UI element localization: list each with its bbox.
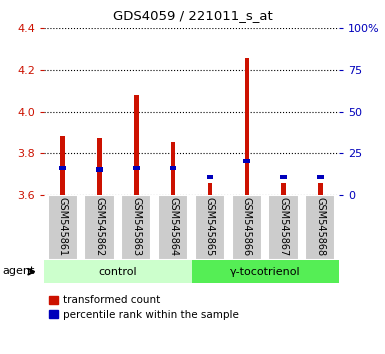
- Bar: [243, 159, 250, 163]
- Bar: [281, 183, 286, 195]
- Text: control: control: [99, 267, 137, 277]
- Text: GSM545864: GSM545864: [168, 197, 178, 256]
- Text: GSM545861: GSM545861: [58, 197, 68, 256]
- Bar: [60, 137, 65, 195]
- Bar: [244, 58, 249, 195]
- FancyBboxPatch shape: [121, 195, 151, 260]
- FancyBboxPatch shape: [268, 195, 299, 260]
- Bar: [97, 137, 102, 195]
- Text: GSM545863: GSM545863: [131, 197, 141, 256]
- Bar: [133, 166, 140, 170]
- FancyBboxPatch shape: [84, 195, 115, 260]
- FancyBboxPatch shape: [44, 260, 192, 283]
- Bar: [134, 95, 139, 195]
- Bar: [208, 183, 212, 195]
- Bar: [280, 175, 287, 179]
- Text: GSM545866: GSM545866: [242, 197, 252, 256]
- FancyBboxPatch shape: [158, 195, 188, 260]
- FancyBboxPatch shape: [192, 260, 339, 283]
- Text: GSM545868: GSM545868: [315, 197, 325, 256]
- Bar: [207, 175, 213, 179]
- Text: γ-tocotrienol: γ-tocotrienol: [230, 267, 300, 277]
- Bar: [318, 183, 323, 195]
- Text: GSM545865: GSM545865: [205, 197, 215, 256]
- FancyBboxPatch shape: [195, 195, 225, 260]
- FancyBboxPatch shape: [48, 195, 78, 260]
- Bar: [96, 167, 103, 172]
- Legend: transformed count, percentile rank within the sample: transformed count, percentile rank withi…: [50, 296, 239, 320]
- Bar: [170, 166, 176, 170]
- Bar: [171, 142, 175, 195]
- Text: GSM545867: GSM545867: [279, 197, 289, 256]
- FancyBboxPatch shape: [305, 195, 335, 260]
- Bar: [59, 166, 66, 170]
- Text: GSM545862: GSM545862: [94, 197, 104, 256]
- Bar: [317, 175, 324, 179]
- Text: agent: agent: [2, 266, 35, 275]
- Text: GDS4059 / 221011_s_at: GDS4059 / 221011_s_at: [113, 9, 272, 22]
- FancyBboxPatch shape: [232, 195, 262, 260]
